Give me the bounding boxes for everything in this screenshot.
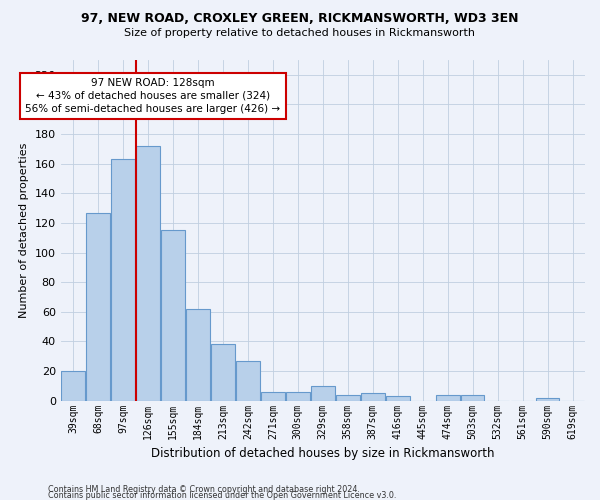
Text: Contains HM Land Registry data © Crown copyright and database right 2024.: Contains HM Land Registry data © Crown c… (48, 485, 360, 494)
Text: 97 NEW ROAD: 128sqm
← 43% of detached houses are smaller (324)
56% of semi-detac: 97 NEW ROAD: 128sqm ← 43% of detached ho… (25, 78, 281, 114)
Y-axis label: Number of detached properties: Number of detached properties (19, 142, 29, 318)
Bar (111, 159, 135, 400)
Bar (286, 392, 310, 400)
Bar (261, 392, 285, 400)
Bar (386, 396, 410, 400)
Bar (161, 230, 185, 400)
Bar (536, 398, 559, 400)
Bar (186, 309, 210, 400)
Text: Contains public sector information licensed under the Open Government Licence v3: Contains public sector information licen… (48, 490, 397, 500)
Text: 97, NEW ROAD, CROXLEY GREEN, RICKMANSWORTH, WD3 3EN: 97, NEW ROAD, CROXLEY GREEN, RICKMANSWOR… (81, 12, 519, 26)
Bar (436, 394, 460, 400)
Bar (461, 394, 484, 400)
X-axis label: Distribution of detached houses by size in Rickmansworth: Distribution of detached houses by size … (151, 447, 494, 460)
Bar (311, 386, 335, 400)
Bar (336, 394, 359, 400)
Bar (211, 344, 235, 401)
Bar (136, 146, 160, 401)
Bar (86, 212, 110, 400)
Bar (236, 360, 260, 401)
Bar (361, 393, 385, 400)
Bar (61, 371, 85, 400)
Text: Size of property relative to detached houses in Rickmansworth: Size of property relative to detached ho… (125, 28, 476, 38)
